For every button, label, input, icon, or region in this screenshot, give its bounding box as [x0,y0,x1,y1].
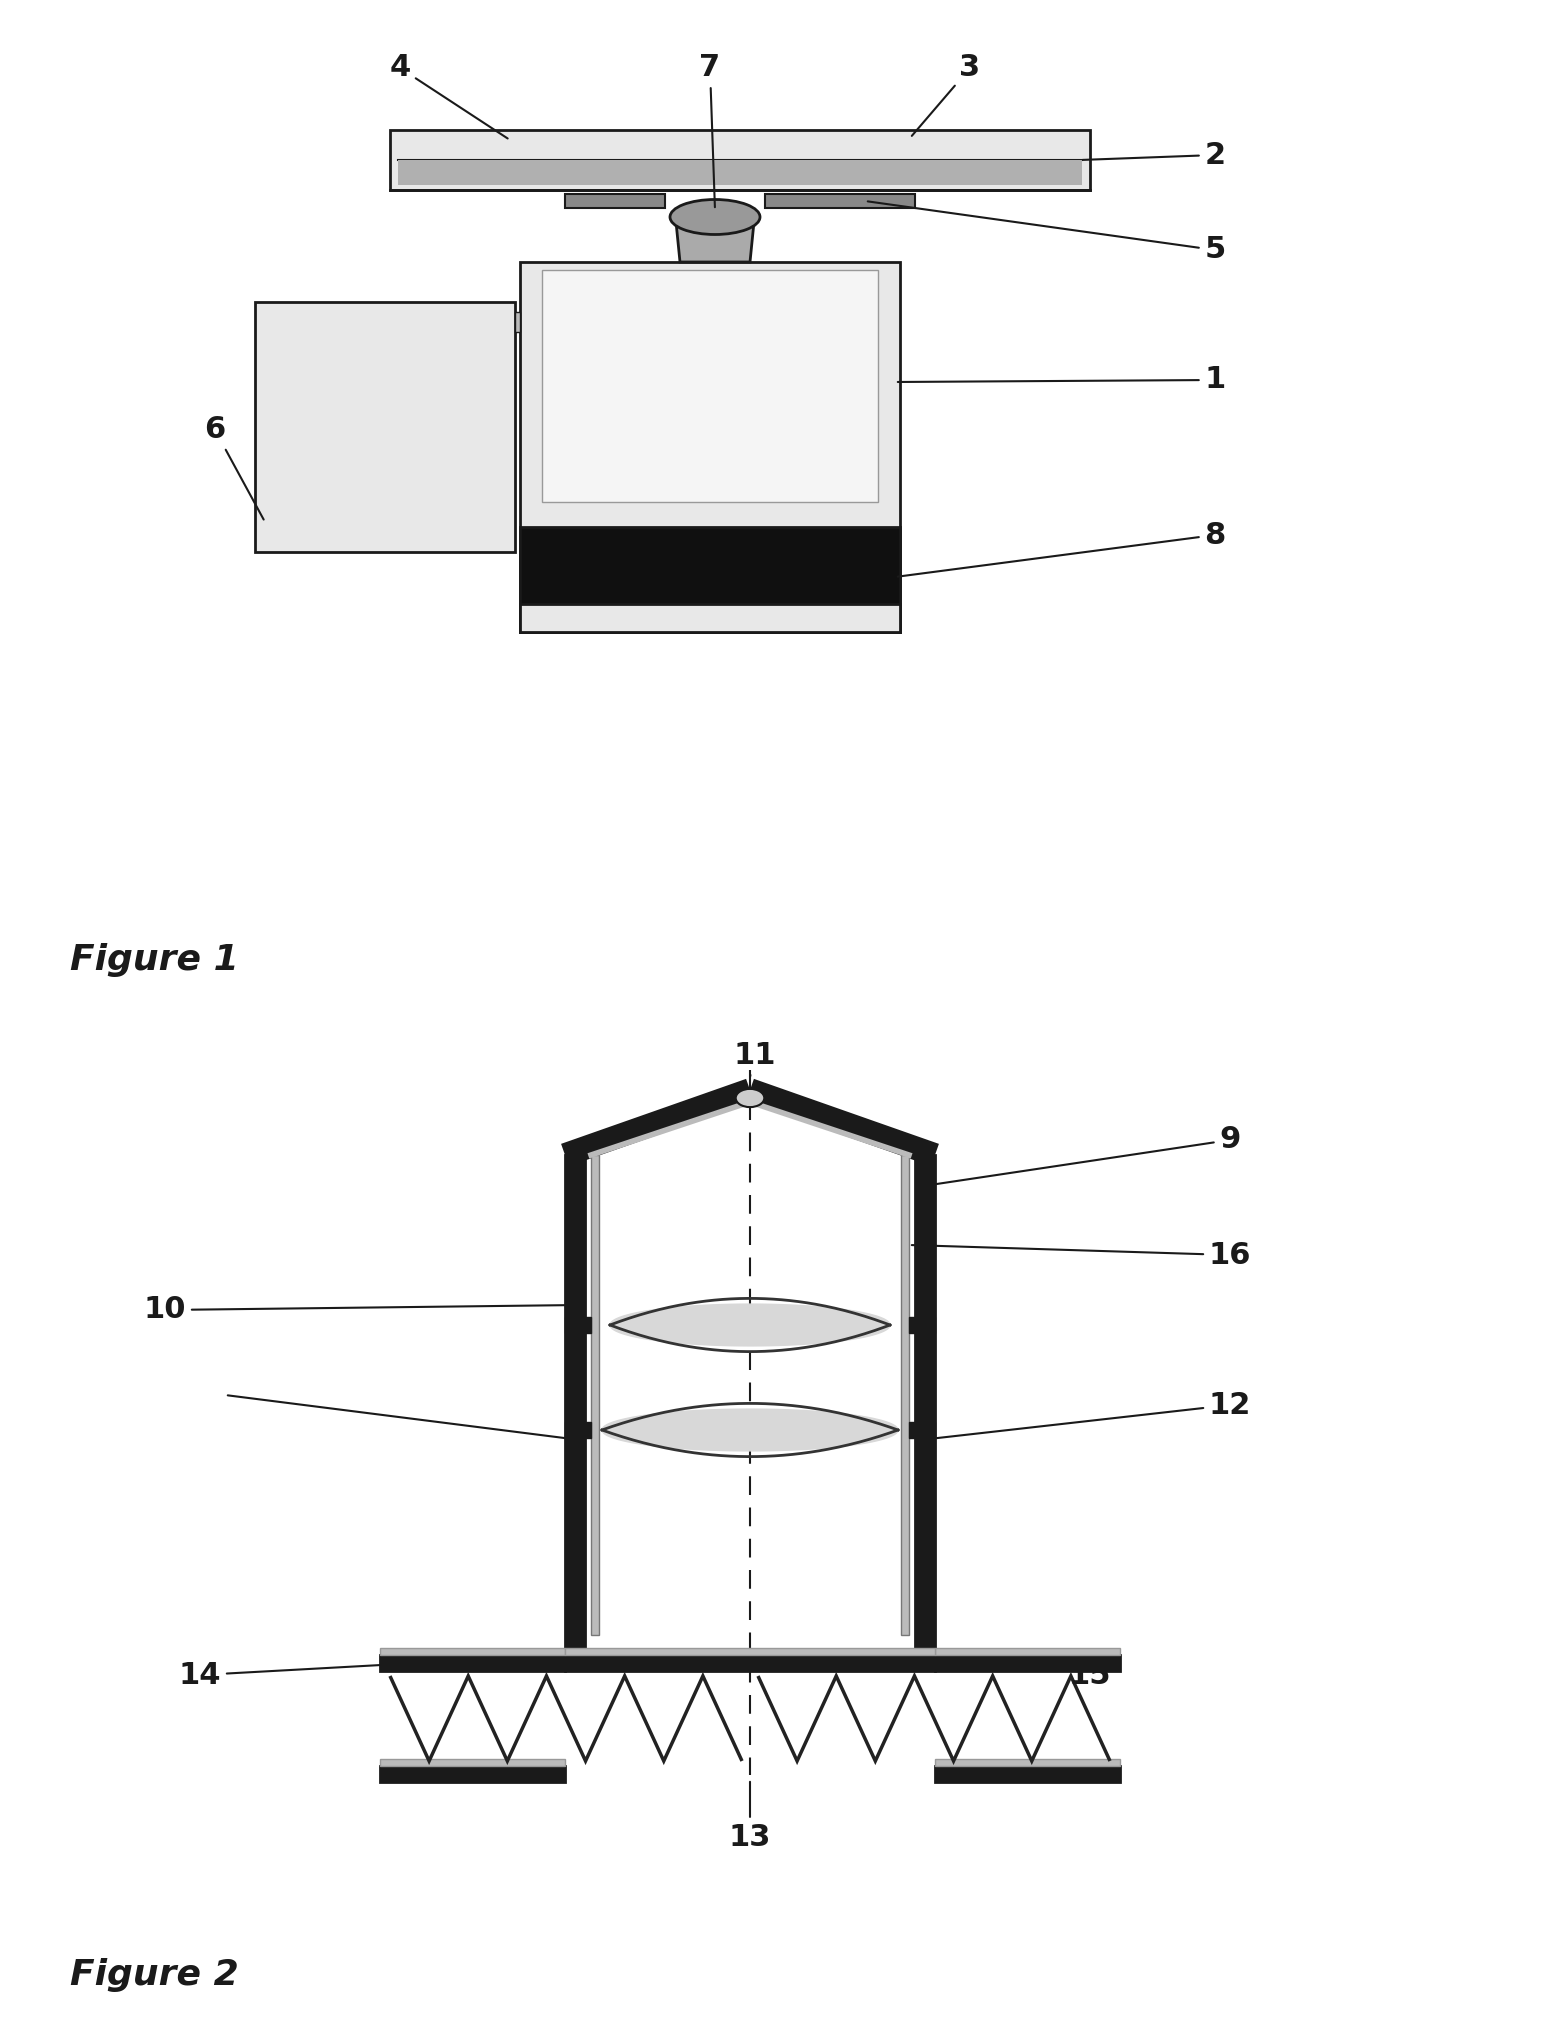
Polygon shape [611,1303,890,1346]
Text: 3: 3 [911,53,981,136]
Text: Figure 2: Figure 2 [70,1959,239,1991]
Bar [391,130,1090,191]
Bar [566,1654,935,1671]
Polygon shape [674,211,755,262]
Bar [566,1155,584,1654]
Bar [380,1766,566,1782]
Text: 12: 12 [922,1391,1251,1439]
Text: 4: 4 [389,53,508,138]
Bar [519,605,901,631]
Text: 8: 8 [897,520,1226,577]
Bar [515,313,519,333]
Bar [542,270,877,501]
Text: 14: 14 [178,1661,470,1689]
Text: 15: 15 [1029,1661,1111,1689]
Text: 13: 13 [728,1782,772,1851]
Bar [398,160,1082,185]
Bar [901,1155,908,1634]
Polygon shape [601,1409,897,1451]
Text: 16: 16 [911,1240,1251,1269]
Bar [566,1648,935,1654]
Bar [380,1760,566,1766]
Bar [566,195,665,207]
Bar [380,1654,566,1671]
Text: 6: 6 [205,416,264,520]
Bar [566,1317,591,1334]
Text: 1: 1 [897,365,1226,394]
Bar [908,1317,935,1334]
Bar [380,1648,566,1654]
Bar [935,1760,1121,1766]
Bar [566,1421,591,1437]
Text: 10: 10 [144,1295,577,1324]
Bar [256,302,515,552]
Text: 2: 2 [1083,140,1226,168]
Bar [935,1648,1121,1654]
Bar [591,1155,598,1634]
Bar [519,528,901,631]
Bar [935,1654,1121,1671]
Bar [914,1155,935,1654]
Ellipse shape [670,199,760,235]
Text: 11: 11 [733,1041,777,1078]
Text: 5: 5 [868,201,1226,264]
Bar [766,195,914,207]
Text: 9: 9 [933,1125,1240,1186]
Text: Figure 1: Figure 1 [70,944,239,976]
Bar [935,1766,1121,1782]
Ellipse shape [736,1088,764,1106]
Bar [519,262,901,631]
Text: 7: 7 [699,53,721,207]
Bar [908,1421,935,1437]
